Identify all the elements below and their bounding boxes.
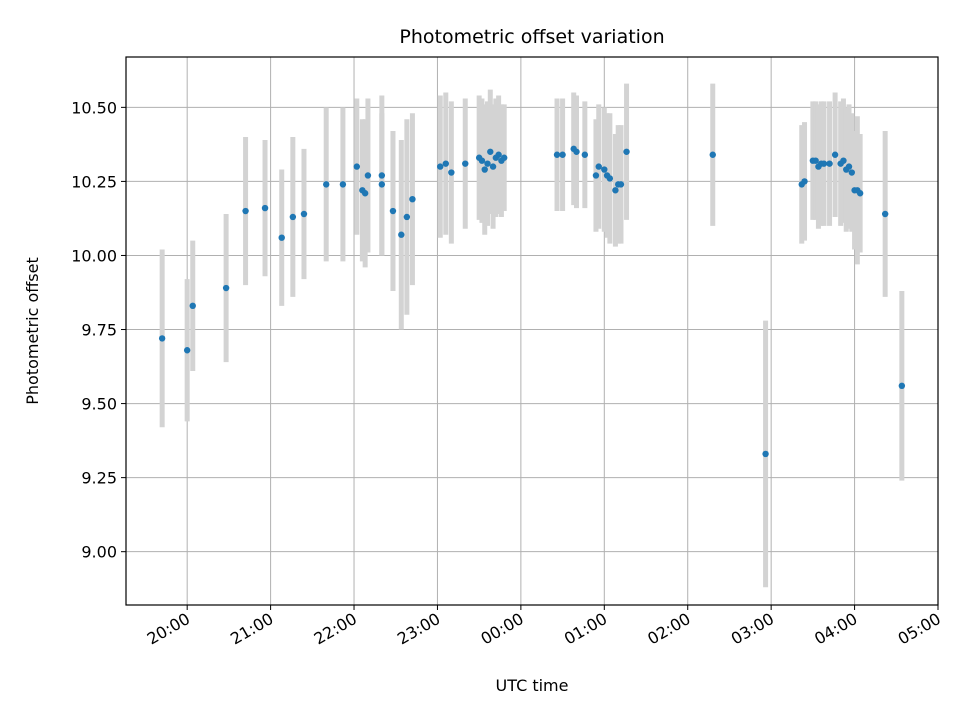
data-point <box>812 157 819 164</box>
data-point <box>278 234 285 241</box>
data-point <box>398 231 405 238</box>
x-axis: 20:00 21:00 22:00 23:00 00:00 01:00 02:00 03:00… <box>144 605 944 649</box>
data-point <box>389 207 397 215</box>
data-point <box>378 172 386 179</box>
data-points <box>158 145 906 458</box>
x-tick-label: 05:00 <box>895 609 944 649</box>
data-point <box>489 163 497 170</box>
data-point <box>820 160 828 167</box>
data-point <box>840 157 847 164</box>
data-point <box>222 284 230 292</box>
x-tick-label: 03:00 <box>728 609 777 649</box>
y-tick-label: 9.25 <box>81 469 117 488</box>
data-point <box>553 151 561 158</box>
data-point <box>573 148 580 155</box>
y-tick-label: 9.00 <box>81 543 117 562</box>
y-tick-label: 10.50 <box>71 98 117 117</box>
data-point <box>623 148 630 155</box>
y-tick-label: 10.00 <box>71 246 117 265</box>
data-point <box>300 210 308 218</box>
y-axis: 9.00 9.25 9.50 9.75 10.00 10.25 10.50 <box>71 98 126 562</box>
x-tick-label: 00:00 <box>477 609 526 649</box>
data-point <box>242 207 249 215</box>
data-point <box>361 190 369 197</box>
x-tick-label: 02:00 <box>644 609 693 649</box>
data-point <box>158 335 166 342</box>
data-point <box>364 172 372 179</box>
data-point <box>595 163 602 170</box>
data-point <box>462 160 469 167</box>
x-tick-label: 20:00 <box>144 609 193 649</box>
data-point <box>442 160 449 167</box>
data-point <box>848 169 855 176</box>
data-point <box>481 166 488 173</box>
data-point <box>403 213 411 221</box>
data-point <box>495 151 502 158</box>
data-point <box>601 166 608 173</box>
data-point <box>826 160 833 167</box>
plot-frame <box>125 56 939 606</box>
x-tick-label: 21:00 <box>227 609 276 649</box>
x-tick-label: 22:00 <box>311 609 360 649</box>
chart-title: Photometric offset variation <box>399 26 664 48</box>
y-tick-label: 10.25 <box>71 172 117 191</box>
data-point <box>484 160 491 167</box>
data-point <box>437 163 444 170</box>
x-tick-label: 04:00 <box>811 609 860 649</box>
data-point <box>261 204 269 212</box>
data-point <box>606 175 614 182</box>
data-point <box>559 151 566 158</box>
data-point <box>881 210 889 218</box>
data-point <box>183 347 191 354</box>
data-point <box>612 187 619 194</box>
data-point <box>581 151 589 158</box>
data-point <box>189 302 196 310</box>
data-point <box>831 151 839 158</box>
data-point <box>617 181 625 188</box>
data-point <box>762 450 769 458</box>
error-bars <box>159 83 905 588</box>
y-tick-label: 9.50 <box>81 395 117 414</box>
data-point <box>339 181 347 188</box>
y-axis-label: Photometric offset <box>23 257 42 405</box>
data-point <box>478 157 486 164</box>
data-point <box>709 151 716 158</box>
data-point <box>801 178 808 185</box>
data-point <box>353 163 361 170</box>
x-tick-label: 23:00 <box>394 609 443 649</box>
data-point <box>409 195 416 203</box>
x-tick-label: 01:00 <box>561 609 610 649</box>
data-point <box>898 382 906 389</box>
data-point <box>845 163 853 170</box>
data-point <box>500 154 508 161</box>
data-point <box>323 181 330 188</box>
data-point <box>378 181 386 188</box>
data-point <box>289 213 297 221</box>
data-point <box>448 169 455 176</box>
data-point <box>487 148 494 155</box>
data-point <box>592 172 600 179</box>
x-axis-label: UTC time <box>496 676 569 695</box>
y-tick-label: 9.75 <box>81 321 117 340</box>
data-point <box>856 190 864 197</box>
